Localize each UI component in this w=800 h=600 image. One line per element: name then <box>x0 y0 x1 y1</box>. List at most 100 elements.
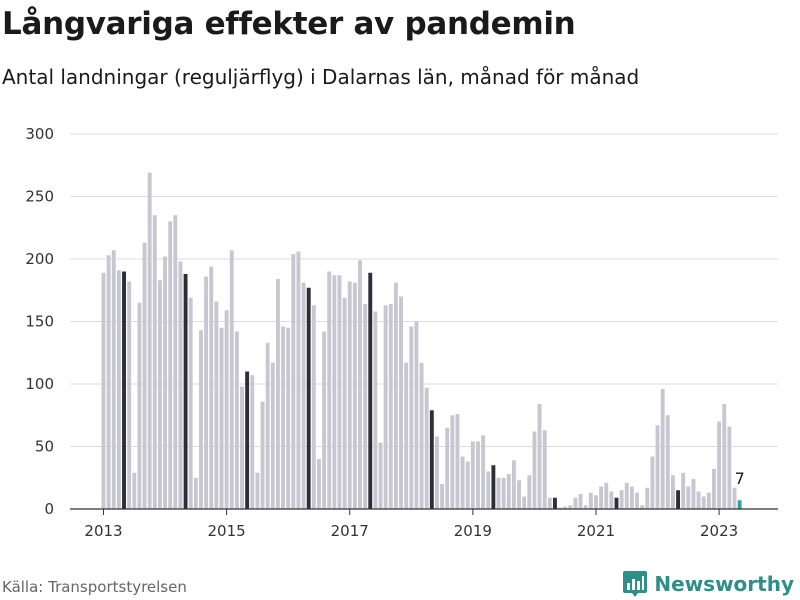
bar <box>265 342 270 509</box>
bar <box>522 496 527 509</box>
bar <box>317 459 321 509</box>
bar <box>547 497 552 509</box>
bar <box>234 331 239 509</box>
bar <box>619 490 624 509</box>
bar <box>322 331 327 509</box>
bar <box>640 505 645 509</box>
bar <box>706 492 711 509</box>
bar <box>342 297 347 509</box>
bar <box>460 456 465 509</box>
bar <box>250 375 255 509</box>
bar <box>650 456 655 509</box>
bar <box>722 404 727 509</box>
bar <box>414 321 419 509</box>
bar <box>173 215 178 509</box>
bar <box>178 261 183 509</box>
bar <box>614 497 619 509</box>
bar <box>686 486 691 509</box>
bar <box>455 414 460 509</box>
bar <box>732 487 737 509</box>
bar <box>450 415 455 509</box>
bar <box>435 436 439 509</box>
bar <box>275 279 280 509</box>
bar <box>286 327 291 509</box>
bar <box>409 326 414 509</box>
bar <box>281 326 285 509</box>
brand-name: Newsworthy <box>654 572 794 596</box>
bar <box>517 480 521 509</box>
bar <box>224 310 229 509</box>
bar <box>296 251 301 509</box>
bar <box>645 487 650 509</box>
bar <box>122 271 126 509</box>
bar <box>419 362 424 509</box>
bar <box>429 410 434 509</box>
newsworthy-logo-icon <box>623 571 648 597</box>
bar <box>476 441 480 509</box>
bar <box>665 415 670 509</box>
bar <box>183 274 188 509</box>
bar <box>388 304 393 509</box>
bar <box>660 389 665 509</box>
bar <box>532 431 537 509</box>
bar <box>199 330 203 509</box>
chart-subtitle: Antal landningar (reguljärflyg) i Dalarn… <box>2 65 640 89</box>
bar <box>696 491 701 509</box>
bar <box>347 281 352 509</box>
y-tick-label: 250 <box>25 188 54 206</box>
bar <box>594 495 598 509</box>
bar <box>137 302 142 509</box>
bar <box>368 272 373 509</box>
bar <box>393 282 398 509</box>
bar <box>681 472 686 509</box>
bar <box>188 297 193 509</box>
bar <box>116 270 121 509</box>
bar <box>501 477 506 509</box>
bar <box>404 362 409 509</box>
bar <box>142 242 147 509</box>
bar <box>481 435 486 509</box>
bar <box>291 254 296 509</box>
bar <box>229 250 234 509</box>
bar <box>604 482 609 509</box>
latest-value-label: 7 <box>735 469 745 488</box>
bar <box>568 505 573 509</box>
bar <box>635 492 639 509</box>
bar <box>629 486 634 509</box>
bar <box>245 371 250 509</box>
bar <box>132 472 137 509</box>
bar <box>537 404 542 509</box>
bar <box>260 401 265 509</box>
bar <box>240 386 244 509</box>
bar <box>624 482 629 509</box>
bar <box>373 311 378 509</box>
y-tick-label: 150 <box>25 313 54 331</box>
bar <box>676 490 681 509</box>
bar <box>255 472 260 509</box>
bar <box>583 505 588 509</box>
bar <box>311 305 316 509</box>
bar <box>127 281 132 509</box>
bar <box>727 426 732 509</box>
bar <box>101 272 106 509</box>
bar <box>542 430 547 509</box>
x-tick-label: 2019 <box>454 522 492 540</box>
bar <box>337 275 342 509</box>
x-tick-label: 2023 <box>700 522 738 540</box>
source-note: Källa: Transportstyrelsen <box>2 578 187 596</box>
bar <box>157 280 162 509</box>
bar <box>383 305 388 509</box>
y-tick-label: 0 <box>44 500 54 518</box>
bar <box>599 486 604 509</box>
bar <box>214 301 219 509</box>
bar <box>527 475 532 509</box>
bar <box>363 304 368 509</box>
bar <box>486 471 491 509</box>
y-tick-label: 100 <box>25 375 54 393</box>
bar <box>106 255 111 509</box>
chart-title: Långvariga effekter av pandemin <box>2 6 576 42</box>
bar <box>270 362 275 509</box>
bar <box>691 479 696 509</box>
bar <box>506 474 511 509</box>
